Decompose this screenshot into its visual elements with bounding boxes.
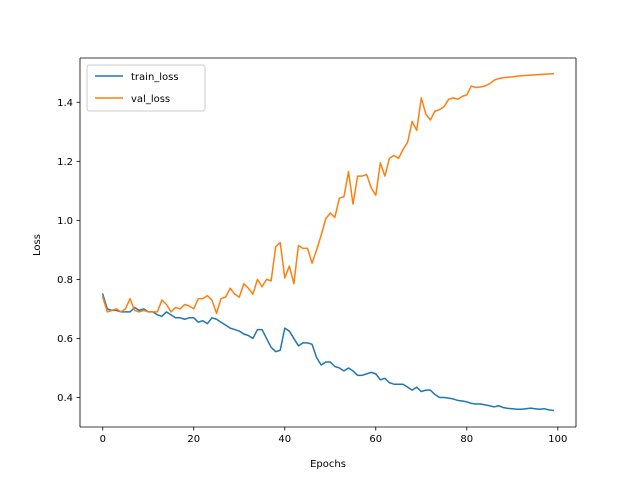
legend: train_loss val_loss (86, 64, 206, 112)
x-axis-label: Epochs (310, 459, 346, 470)
y-tick-label: 0.8 (57, 275, 73, 286)
axes-frame (79, 57, 577, 428)
series-line-val-loss (101, 72, 555, 315)
x-tick-label: 80 (460, 434, 473, 445)
x-tick-label: 0 (100, 434, 106, 445)
y-tick-label: 1.2 (57, 157, 73, 168)
y-tick-label: 0.4 (57, 393, 73, 404)
y-tick-label: 0.6 (57, 334, 73, 345)
y-tick-label: 1.4 (57, 98, 73, 109)
series-line-train-loss (101, 293, 555, 412)
x-tick-label: 60 (369, 434, 382, 445)
x-axis-ticks: 0 20 40 60 80 100 (100, 427, 567, 445)
y-axis-ticks: 0.4 0.6 0.8 1.0 1.2 1.4 (57, 98, 80, 404)
x-tick-label: 100 (548, 434, 567, 445)
x-tick-label: 20 (187, 434, 200, 445)
x-tick-label: 40 (278, 434, 291, 445)
legend-label-train-loss: train_loss (131, 72, 179, 83)
legend-label-val-loss: val_loss (131, 94, 170, 105)
plot-lines (101, 72, 555, 412)
y-axis-label: Loss (32, 234, 43, 256)
y-tick-label: 1.0 (57, 216, 73, 227)
